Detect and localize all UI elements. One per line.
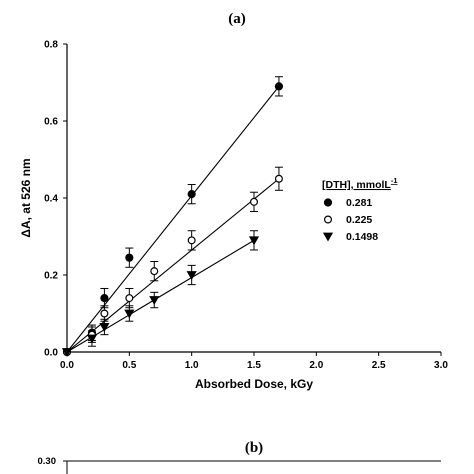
x-tick-label: 2.0	[309, 360, 323, 371]
x-tick-label: 0.0	[60, 360, 74, 371]
data-point	[125, 253, 134, 262]
error-bars	[87, 76, 283, 347]
y-tick-label: 0.4	[44, 194, 58, 205]
data-point	[86, 334, 98, 344]
data-point	[187, 190, 196, 199]
legend-marker	[323, 198, 333, 207]
y-tick-label: 0.8	[44, 40, 58, 51]
y-tick-label: 0.0	[44, 348, 58, 359]
panel-b-y-tick-label: 0.30	[38, 456, 57, 467]
data-point	[274, 174, 283, 183]
data-point	[100, 294, 109, 303]
x-tick-label: 1.0	[185, 360, 199, 371]
data-point	[125, 294, 134, 303]
legend-title-text: [DTH], mmolL	[322, 179, 391, 191]
data-point	[274, 82, 284, 91]
plot-area-a: 0.0 0.5 1.0 1.5 2.0 2.5 3.0 0.0 0.2 0.4 0.6 0.8	[44, 40, 448, 372]
fit-line	[66, 86, 280, 353]
data-markers	[61, 82, 284, 357]
fit-lines	[66, 86, 280, 353]
x-tick-label: 1.5	[247, 360, 261, 371]
fit-line	[66, 239, 255, 353]
data-point	[149, 296, 160, 306]
legend: [DTH], mmolL-1 0.281 0.225 0.1498	[322, 176, 398, 243]
data-point	[61, 348, 73, 357]
data-point	[150, 267, 159, 276]
x-tick-label: 3.0	[434, 360, 448, 371]
data-point	[187, 236, 196, 245]
legend-items: 0.281 0.225 0.1498	[322, 197, 378, 243]
data-point	[248, 236, 260, 246]
y-tick-label: 0.6	[44, 117, 58, 128]
axis-ticks: 0.0 0.5 1.0 1.5 2.0 2.5 3.0 0.0 0.2 0.4 0.6 0.8	[44, 40, 448, 372]
data-point	[124, 309, 135, 319]
legend-label: 0.225	[346, 214, 372, 226]
data-point	[99, 323, 110, 332]
x-axis-title: Absorbed Dose, kGy	[195, 377, 313, 391]
legend-title: [DTH], mmolL-1	[322, 176, 398, 191]
legend-label: 0.281	[346, 197, 372, 209]
y-axis-title: ΔA, at 526 nm	[19, 158, 33, 237]
legend-marker	[324, 215, 333, 224]
data-point	[186, 271, 197, 280]
legend-marker	[322, 232, 334, 242]
data-point	[100, 309, 109, 318]
panel-a-label: (a)	[228, 11, 246, 27]
legend-label: 0.1498	[346, 231, 378, 243]
panel-b-label: (b)	[245, 440, 263, 456]
legend-title-superscript: -1	[391, 176, 398, 185]
fit-line	[66, 178, 280, 353]
data-point	[250, 197, 259, 206]
x-tick-label: 0.5	[122, 360, 136, 371]
x-tick-label: 2.5	[372, 360, 386, 371]
y-tick-label: 0.2	[44, 271, 58, 282]
